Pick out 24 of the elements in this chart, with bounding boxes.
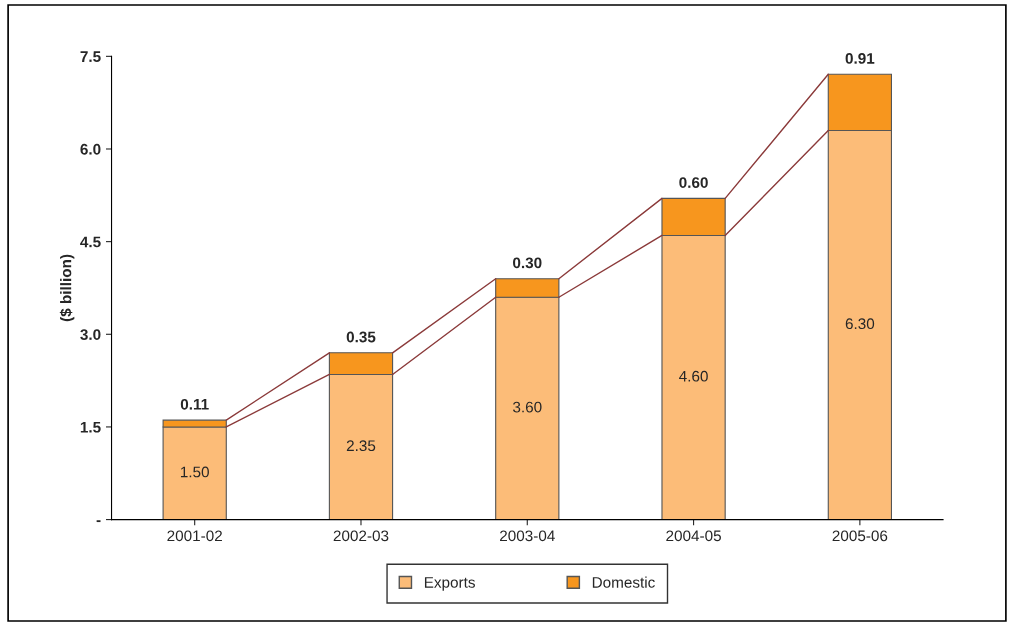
x-tick-label: 2002-03: [333, 530, 389, 542]
y-tick-label: 7.5: [80, 51, 101, 63]
x-tick-label: 2005-06: [832, 530, 888, 542]
y-axis-title: ($ billion): [59, 254, 75, 322]
y-tick-label: 3.0: [80, 329, 101, 340]
data-label: 1.50: [180, 466, 209, 478]
x-tick-label: 2001-02: [167, 530, 222, 542]
legend-label: Domestic: [592, 576, 655, 588]
x-tick-label: 2004-05: [666, 530, 721, 542]
data-label: 0.35: [346, 331, 376, 343]
data-label: 3.60: [513, 401, 542, 413]
legend-label: Exports: [424, 577, 475, 591]
y-tick-label: 1.5: [80, 421, 101, 433]
y-tick-label: 6.0: [80, 143, 101, 155]
data-label: 2.35: [346, 440, 376, 452]
x-tick-label: 2003-04: [500, 530, 555, 542]
data-label: 0.91: [845, 53, 875, 64]
data-label: 0.30: [513, 257, 542, 269]
data-label: 4.60: [679, 370, 708, 382]
data-label: 6.30: [845, 318, 875, 330]
data-label: 0.11: [180, 398, 209, 410]
data-label: 0.60: [679, 177, 708, 188]
y-tick-label: 4.5: [80, 236, 101, 248]
y-tick-label: -: [96, 520, 101, 523]
